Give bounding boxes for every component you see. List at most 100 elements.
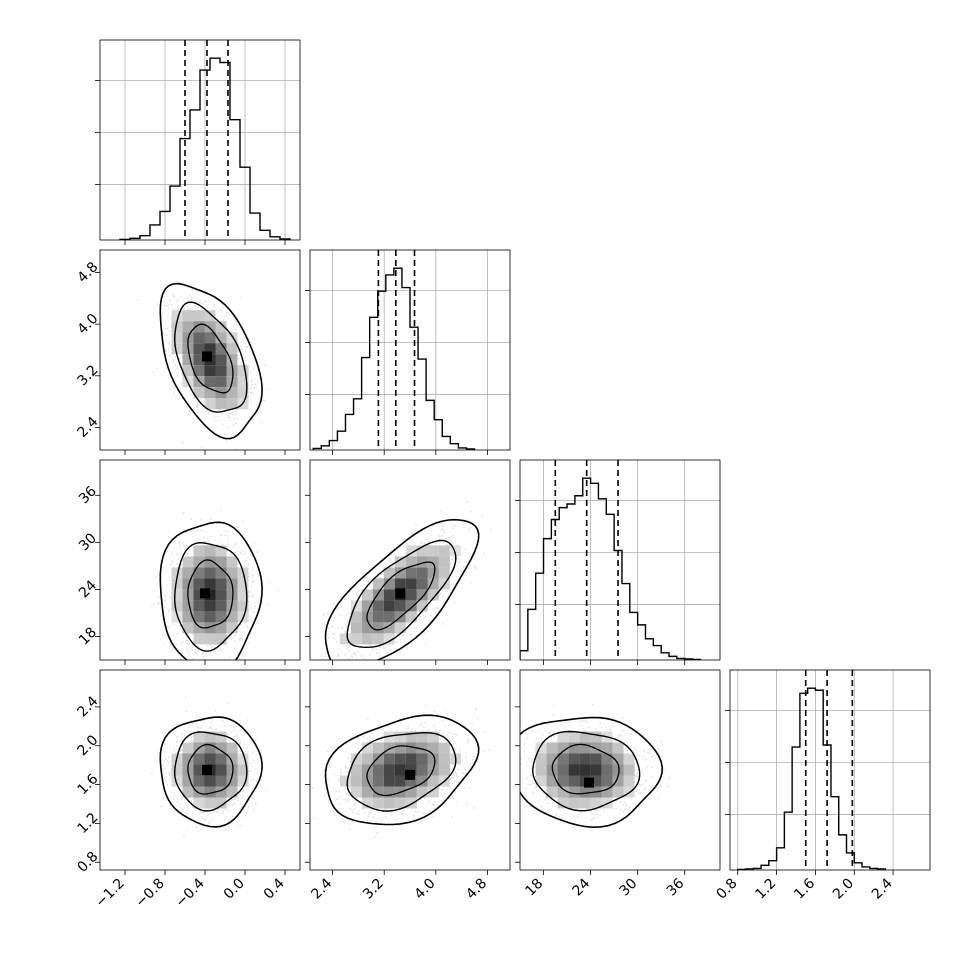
density-cell	[171, 567, 183, 579]
density-cell	[361, 786, 373, 798]
density-cell	[204, 786, 216, 798]
density-cell	[361, 589, 373, 601]
density-panel-3-2	[515, 669, 721, 875]
density-cell	[579, 731, 591, 743]
density-cell	[350, 611, 362, 623]
density-cell	[182, 600, 194, 612]
density-cell	[215, 556, 227, 568]
density-cell	[557, 797, 569, 809]
density-cell	[204, 742, 216, 754]
density-cell	[193, 764, 205, 776]
density-cell	[568, 786, 580, 798]
density-cell	[383, 742, 395, 754]
density-cell	[416, 556, 428, 568]
density-cell	[623, 753, 635, 765]
density-cell	[182, 365, 194, 377]
contour-line	[366, 561, 436, 631]
density-cell	[427, 545, 439, 557]
density-cell	[438, 567, 450, 579]
density-cell	[350, 753, 362, 765]
density-cell	[193, 731, 205, 743]
density-cell	[372, 600, 384, 612]
density-cell	[215, 567, 227, 579]
contour-line	[173, 301, 248, 413]
density-cell	[579, 753, 591, 765]
density-cell	[416, 567, 428, 579]
density-cell	[383, 786, 395, 798]
density-panel-2-1	[305, 459, 511, 665]
density-cell	[204, 556, 216, 568]
density-cell	[590, 797, 602, 809]
density-cell	[405, 567, 417, 579]
histogram-step	[312, 267, 476, 450]
density-cell	[193, 545, 205, 557]
density-cell	[171, 332, 183, 344]
density-cell	[383, 578, 395, 590]
density-cell	[405, 589, 417, 601]
density-cell	[372, 753, 384, 765]
density-cell	[394, 600, 406, 612]
density-cell	[535, 764, 547, 776]
density-cell	[350, 764, 362, 776]
density-cell	[204, 611, 216, 623]
density-cell	[226, 387, 238, 399]
histogram-plot-area	[520, 460, 720, 660]
histogram-panel-1	[305, 249, 511, 455]
contour-line	[187, 559, 234, 629]
y-tick-label: 36	[76, 483, 100, 507]
density-cell	[394, 622, 406, 634]
contour-line	[159, 521, 263, 660]
x-tick-label: 1.6	[791, 875, 818, 902]
x-tick-label: 0.4	[261, 875, 288, 902]
density-cell	[204, 321, 216, 333]
density-cell	[215, 398, 227, 410]
density-cell	[438, 753, 450, 765]
density-cell	[237, 365, 249, 377]
density-cell	[579, 786, 591, 798]
density-cell	[226, 354, 238, 366]
density-cell	[394, 567, 406, 579]
density-cell	[405, 600, 417, 612]
density-cell	[557, 764, 569, 776]
density-cell	[361, 622, 373, 634]
density-cell	[416, 753, 428, 765]
density-cell	[361, 764, 373, 776]
density-cell	[182, 354, 194, 366]
density-cell	[215, 797, 227, 809]
x-tick-label: 4.8	[463, 876, 490, 903]
contour-line	[159, 282, 263, 440]
density-cell	[171, 343, 183, 355]
mode-marker	[200, 588, 210, 599]
density-cell	[416, 764, 428, 776]
density-cell	[405, 578, 417, 590]
panel-frame	[309, 249, 511, 451]
density-cell	[405, 797, 417, 809]
density-cell	[416, 578, 428, 590]
density-cell	[215, 753, 227, 765]
density-cell	[579, 742, 591, 754]
density-cell	[226, 775, 238, 787]
density-cell	[557, 742, 569, 754]
density-cell	[612, 786, 624, 798]
density-cell	[590, 731, 602, 743]
density-cell	[405, 611, 417, 623]
y-tick-label: 4.8	[74, 259, 101, 286]
density-cell	[416, 786, 428, 798]
density-cell	[193, 622, 205, 634]
panel-frame	[99, 669, 301, 871]
x-tick-label: 30	[617, 876, 641, 900]
density-cell	[383, 633, 395, 645]
density-cell	[568, 742, 580, 754]
density-cell	[182, 578, 194, 590]
density-cell	[237, 578, 249, 590]
density-cell	[226, 567, 238, 579]
density-plot-area	[137, 282, 270, 450]
panel-frame	[309, 669, 511, 871]
density-cell	[383, 567, 395, 579]
density-cell	[372, 589, 384, 601]
x-tick-label: −1.2	[92, 876, 127, 911]
density-cell	[215, 343, 227, 355]
density-cell	[535, 775, 547, 787]
y-tick-label: 1.6	[74, 771, 101, 798]
panel-frame	[519, 459, 721, 661]
